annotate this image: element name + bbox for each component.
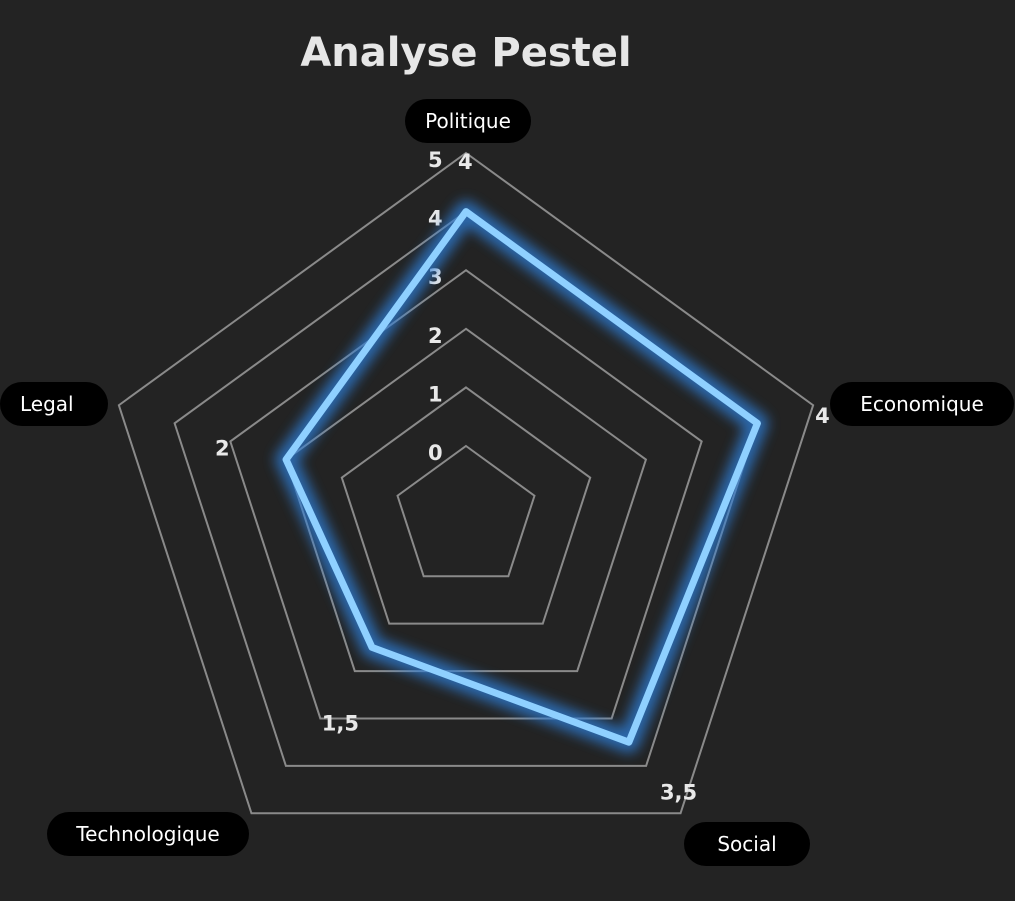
data-point-social — [625, 739, 632, 746]
radar-labels: 4 4 3,5 1,5 2 — [215, 150, 830, 804]
axis-label-legal: Legal — [0, 382, 108, 426]
scale-tick-2: 2 — [428, 324, 443, 348]
radar-series — [275, 200, 769, 754]
value-label-politique: 4 — [458, 150, 473, 174]
axis-label-social: Social — [684, 822, 810, 866]
scale-tick-4: 4 — [428, 207, 443, 231]
value-label-technologique: 1,5 — [322, 711, 359, 735]
axis-label-economique: Economique — [830, 382, 1014, 426]
grid-ring-0 — [396, 444, 536, 578]
grid-ring-5 — [117, 151, 815, 815]
scale-tick-5: 5 — [428, 148, 443, 172]
chart-title: Analyse Pestel — [300, 30, 631, 76]
axis-label-politique: Politique — [405, 99, 531, 143]
value-label-social: 3,5 — [660, 780, 697, 804]
value-label-legal: 2 — [215, 436, 230, 460]
grid-ring-3 — [229, 268, 703, 720]
axis-label-technologique: Technologique — [47, 812, 249, 856]
scale-tick-0: 0 — [428, 441, 443, 465]
grid-ring-1 — [340, 386, 592, 625]
data-point-technologique — [369, 644, 376, 651]
series-line-0 — [282, 208, 761, 746]
scale-tick-1: 1 — [428, 382, 443, 406]
data-point-economique — [754, 420, 761, 427]
value-label-economique: 4 — [815, 404, 830, 428]
data-point-politique — [463, 208, 469, 215]
data-point-legal — [283, 456, 290, 463]
